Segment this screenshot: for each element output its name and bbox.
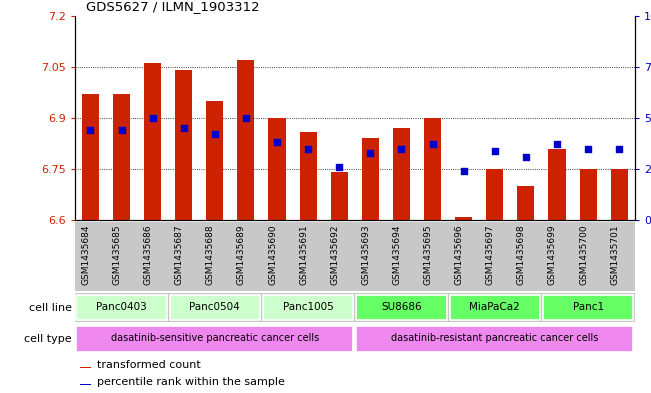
Bar	[518, 186, 534, 220]
Text: GSM1435686: GSM1435686	[144, 224, 152, 285]
Text: GSM1435700: GSM1435700	[579, 224, 588, 285]
Bar	[356, 295, 447, 321]
Text: cell line: cell line	[29, 303, 72, 312]
Point	[210, 131, 220, 138]
Bar	[299, 132, 316, 220]
Text: GSM1435695: GSM1435695	[424, 224, 432, 285]
Text: MiaPaCa2: MiaPaCa2	[469, 302, 520, 312]
Bar	[113, 94, 130, 220]
Bar	[486, 169, 503, 220]
Bar	[263, 295, 353, 321]
Point	[583, 145, 593, 152]
Point	[272, 139, 283, 145]
Bar	[548, 149, 566, 220]
Bar	[579, 169, 596, 220]
Bar	[81, 384, 90, 385]
Point	[396, 145, 407, 152]
Bar	[450, 295, 540, 321]
Bar	[76, 326, 353, 352]
Bar	[206, 101, 223, 220]
Point	[178, 125, 189, 131]
Text: GSM1435692: GSM1435692	[330, 224, 339, 285]
Point	[117, 127, 127, 133]
Point	[521, 154, 531, 160]
Text: percentile rank within the sample: percentile rank within the sample	[97, 377, 285, 387]
Bar	[611, 169, 628, 220]
Text: Panc1005: Panc1005	[283, 302, 333, 312]
Bar	[76, 295, 167, 321]
Text: GSM1435688: GSM1435688	[206, 224, 215, 285]
Bar	[238, 60, 255, 220]
Bar	[393, 128, 410, 220]
Text: Panc1: Panc1	[572, 302, 603, 312]
Point	[490, 147, 500, 154]
Bar	[170, 295, 260, 321]
Text: GSM1435698: GSM1435698	[517, 224, 526, 285]
Bar	[362, 138, 379, 220]
Text: GSM1435691: GSM1435691	[299, 224, 308, 285]
Point	[147, 115, 158, 121]
Bar	[331, 173, 348, 220]
Text: SU8686: SU8686	[381, 302, 422, 312]
Text: cell type: cell type	[24, 334, 72, 344]
Text: GSM1435689: GSM1435689	[237, 224, 246, 285]
Text: GSM1435687: GSM1435687	[174, 224, 184, 285]
Point	[303, 145, 313, 152]
Text: GSM1435697: GSM1435697	[486, 224, 495, 285]
Point	[334, 164, 344, 170]
Bar	[543, 295, 633, 321]
Bar	[175, 70, 192, 220]
Bar	[455, 217, 472, 220]
Point	[552, 141, 562, 148]
Point	[85, 127, 96, 133]
Point	[241, 115, 251, 121]
Text: GSM1435696: GSM1435696	[454, 224, 464, 285]
Text: GDS5627 / ILMN_1903312: GDS5627 / ILMN_1903312	[86, 0, 260, 13]
Bar	[424, 118, 441, 220]
Bar	[144, 63, 161, 220]
Text: GSM1435684: GSM1435684	[81, 224, 90, 285]
Text: GSM1435693: GSM1435693	[361, 224, 370, 285]
Text: GSM1435685: GSM1435685	[113, 224, 122, 285]
Bar	[268, 118, 286, 220]
Text: dasatinib-sensitive pancreatic cancer cells: dasatinib-sensitive pancreatic cancer ce…	[111, 333, 319, 343]
Text: Panc0504: Panc0504	[189, 302, 240, 312]
Bar	[356, 326, 633, 352]
Point	[614, 145, 624, 152]
Bar	[82, 94, 99, 220]
Text: Panc0403: Panc0403	[96, 302, 147, 312]
Text: GSM1435690: GSM1435690	[268, 224, 277, 285]
Text: GSM1435699: GSM1435699	[548, 224, 557, 285]
Text: transformed count: transformed count	[97, 360, 201, 370]
Text: GSM1435694: GSM1435694	[393, 224, 402, 285]
Text: GSM1435701: GSM1435701	[610, 224, 619, 285]
Point	[365, 149, 376, 156]
Text: dasatinib-resistant pancreatic cancer cells: dasatinib-resistant pancreatic cancer ce…	[391, 333, 598, 343]
Bar	[81, 367, 90, 368]
Point	[427, 141, 437, 148]
Point	[458, 168, 469, 174]
